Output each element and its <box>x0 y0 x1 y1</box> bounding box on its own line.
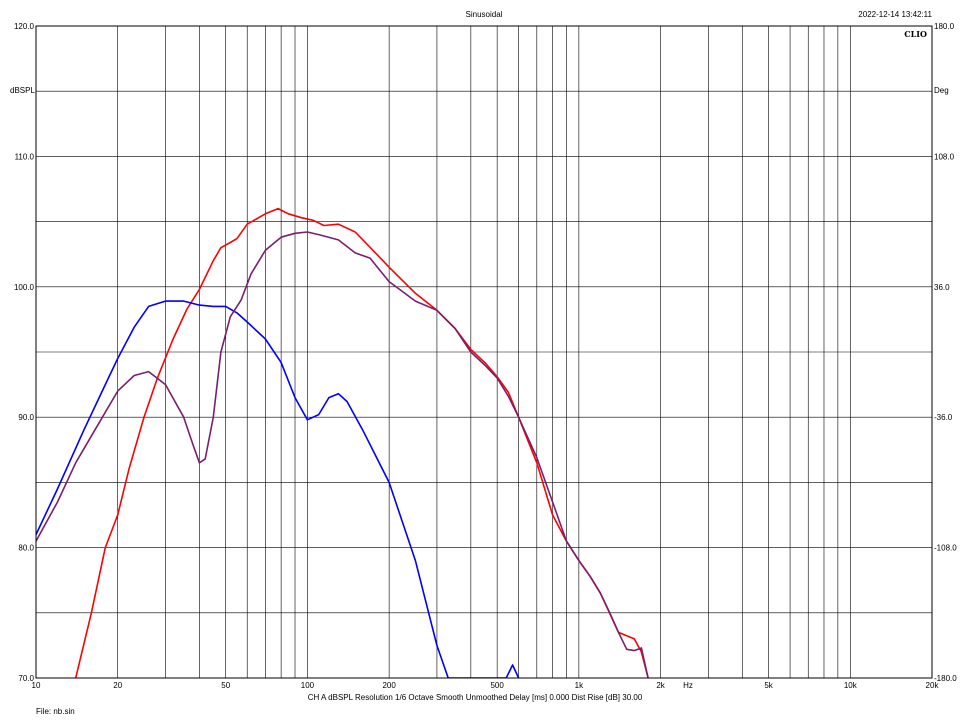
y-tick-label: 100.0 <box>14 283 35 292</box>
file-name: File: nb.sin <box>36 707 75 716</box>
y2-tick-label: 180.0 <box>934 22 955 31</box>
y-tick-label: 90.0 <box>18 413 34 422</box>
x-tick-label: 20 <box>113 681 122 690</box>
tick-labels: 10 20 50 100 200 500 1k 2k 5k 10k 20k 70.0 80.0 90.0 1… <box>14 22 957 690</box>
y-tick-label: 120.0 <box>14 22 35 31</box>
x-tick-label: 5k <box>764 681 773 690</box>
x-tick-label: 50 <box>221 681 230 690</box>
timestamp: 2022-12-14 13:42:11 <box>858 10 932 19</box>
y2-axis-label: Deg <box>934 86 949 95</box>
y-axis-label: dBSPL <box>10 86 35 95</box>
x-axis-label: Hz <box>683 681 693 690</box>
x-tick-label: 20k <box>926 681 940 690</box>
y-tick-label: 80.0 <box>18 544 34 553</box>
y2-tick-label: -36.0 <box>934 413 953 422</box>
y2-tick-label: 36.0 <box>934 283 950 292</box>
y-tick-label: 110.0 <box>15 152 35 161</box>
chart-title: Sinusoidal <box>466 10 503 19</box>
y2-tick-label: -180.0 <box>934 674 957 683</box>
x-tick-label: 2k <box>656 681 665 690</box>
x-tick-label: 500 <box>490 681 504 690</box>
brand-logo: CLIO <box>904 29 927 39</box>
x-tick-label: 1k <box>575 681 584 690</box>
x-tick-label: 10k <box>844 681 858 690</box>
x-tick-label: 200 <box>382 681 396 690</box>
y-tick-label: 70.0 <box>18 674 34 683</box>
measurement-settings: CH A dBSPL Resolution 1/6 Octave Smooth … <box>308 693 643 702</box>
plot-frame <box>35 25 933 679</box>
x-tick-label: 10 <box>32 681 41 690</box>
y2-tick-label: -108.0 <box>934 544 957 553</box>
x-tick-label: 100 <box>301 681 315 690</box>
response-curve <box>36 300 520 678</box>
response-curves <box>36 207 649 678</box>
y2-tick-label: 108.0 <box>934 152 955 161</box>
response-curve <box>36 231 649 678</box>
